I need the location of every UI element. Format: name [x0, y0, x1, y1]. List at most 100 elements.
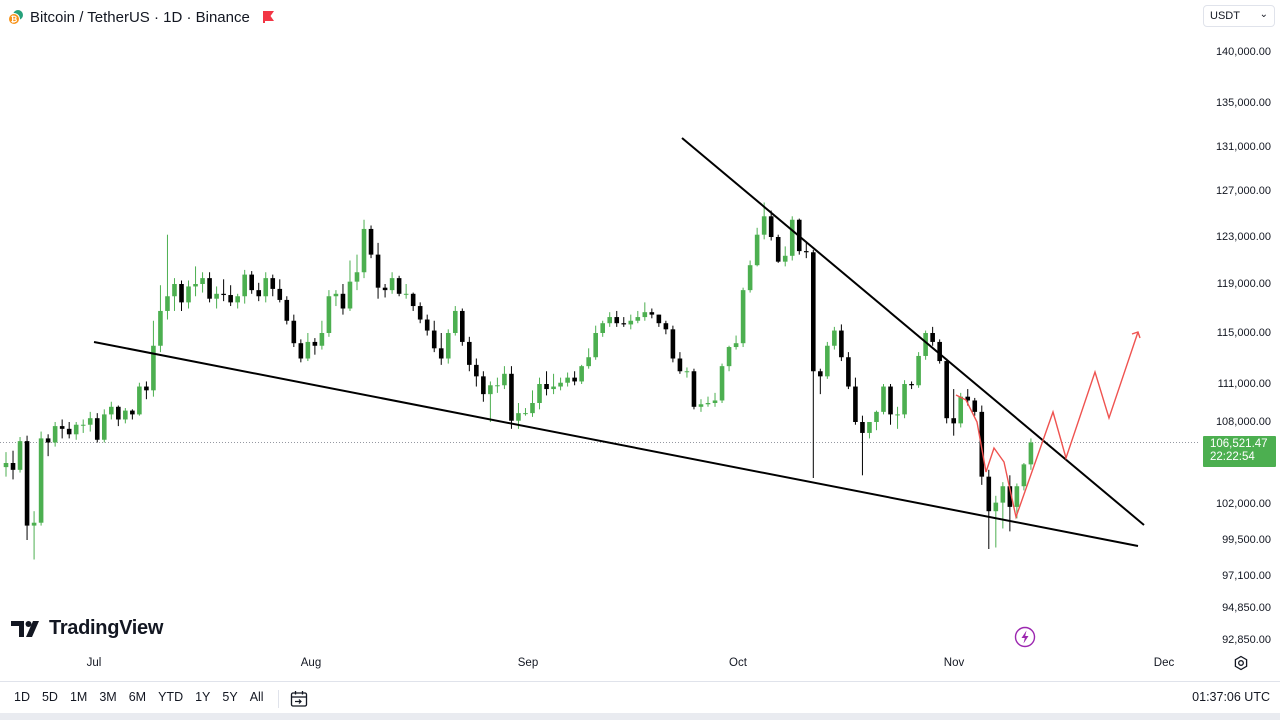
candle-body	[417, 306, 423, 320]
gear-icon[interactable]	[1233, 655, 1249, 671]
range-button-1m[interactable]: 1M	[69, 690, 88, 704]
candle-body	[389, 278, 395, 291]
price-tick-label: 94,850.00	[1222, 602, 1271, 614]
price-axis[interactable]: 140,000.00 135,000.00 131,000.00 127,000.00…	[1200, 30, 1280, 655]
candle-body	[1028, 442, 1034, 465]
projection-arrowhead	[1131, 331, 1141, 339]
time-tick-label: Jul	[86, 657, 102, 669]
svg-text:₿: ₿	[11, 15, 18, 24]
candle-body	[951, 418, 956, 424]
calendar-goto-icon[interactable]	[289, 689, 309, 709]
candle-body	[59, 426, 65, 429]
candle-body	[200, 278, 205, 284]
candle-body	[368, 228, 374, 255]
candlestick-chart[interactable]	[0, 0, 1200, 655]
candle-body	[172, 284, 177, 297]
range-button-3m[interactable]: 3M	[99, 690, 117, 704]
candle-body	[656, 314, 662, 324]
candle-body	[109, 406, 114, 415]
tradingview-logo[interactable]: TradingView	[11, 617, 163, 640]
candle-body	[277, 288, 283, 300]
chevron-down-icon: ⌄	[1259, 9, 1268, 20]
candle-body	[726, 347, 732, 367]
candle-body	[333, 293, 339, 297]
candle-body	[993, 502, 999, 512]
candle-body	[474, 364, 479, 377]
candle-body	[424, 319, 430, 331]
time-axis[interactable]: Jul Aug Sep Oct Nov Dec	[0, 653, 1200, 673]
range-button-ytd[interactable]: YTD	[158, 690, 184, 704]
candle-body	[895, 414, 900, 416]
candle-body	[691, 371, 697, 407]
lightning-icon[interactable]	[1014, 626, 1036, 648]
candle-body	[677, 358, 683, 372]
projection-path	[955, 331, 1139, 520]
candle-body	[354, 272, 360, 282]
candle-body	[965, 396, 971, 401]
candle-body	[832, 330, 837, 346]
candle-body	[452, 310, 458, 333]
candle-body	[165, 296, 170, 311]
bitcoin-tether-icon: ₿	[8, 10, 23, 25]
candle-body	[958, 396, 964, 424]
price-tick-label: 131,000.00	[1215, 141, 1271, 153]
candle-body	[1021, 464, 1027, 487]
candle-body	[853, 386, 858, 422]
candle-body	[586, 357, 591, 367]
candle-body	[523, 413, 528, 415]
candle-body	[607, 317, 613, 324]
price-tick-label: 123,000.00	[1215, 231, 1271, 243]
candle-body	[179, 284, 184, 303]
candle-body	[670, 329, 676, 359]
candle-body	[530, 403, 535, 414]
candle-body	[551, 386, 556, 390]
flag-icon[interactable]	[262, 11, 275, 23]
candle-body	[663, 323, 669, 330]
candle-body	[66, 428, 72, 435]
candle-body	[614, 317, 620, 324]
candle-body	[537, 384, 542, 403]
candle-body	[867, 422, 872, 433]
candle-body	[347, 281, 353, 309]
candle-body	[207, 278, 212, 299]
candle-body	[649, 312, 655, 315]
range-button-all[interactable]: All	[249, 690, 264, 704]
candle-body	[719, 366, 725, 401]
candle-body	[888, 386, 893, 415]
candle-body	[635, 317, 641, 321]
candle-body	[382, 287, 388, 291]
price-tick-label: 135,000.00	[1215, 97, 1271, 109]
utc-clock[interactable]: 01:37:06 UTC	[1192, 690, 1270, 704]
candle-body	[326, 296, 332, 333]
candle-body	[881, 386, 886, 412]
range-button-5d[interactable]: 5D	[41, 690, 58, 704]
candle-body	[628, 320, 634, 325]
candle-body	[87, 418, 93, 425]
candle-body	[916, 355, 921, 386]
candle-body	[263, 278, 269, 297]
candle-body	[340, 293, 346, 309]
range-button-5y[interactable]: 5Y	[222, 690, 238, 704]
symbol-title[interactable]: Bitcoin / TetherUS · 1D · Binance	[30, 8, 250, 26]
candle-body	[101, 414, 107, 440]
candle-body	[516, 413, 521, 421]
candle-body	[3, 463, 9, 468]
bottom-toolbar: 1D 5D 1M 3M 6M YTD 1Y 5Y All 01:37:06 UTC	[0, 681, 1280, 714]
candle-body	[986, 476, 992, 512]
candle-body	[10, 463, 16, 470]
range-button-1d[interactable]: 1D	[14, 690, 30, 704]
symbol-header[interactable]: ₿ Bitcoin / TetherUS · 1D · Binance	[8, 6, 275, 28]
candle-body	[445, 333, 451, 359]
range-button-1y[interactable]: 1Y	[195, 690, 211, 704]
candle-body	[811, 252, 816, 372]
candle-body	[291, 320, 297, 344]
range-button-6m[interactable]: 6M	[128, 690, 147, 704]
price-tick-label: 111,000.00	[1217, 378, 1271, 390]
candle-body	[839, 330, 844, 358]
candle-body	[186, 286, 191, 303]
candle-body	[158, 310, 163, 346]
candle-body	[860, 422, 865, 433]
currency-select[interactable]: USDT ⌄	[1203, 5, 1275, 27]
price-tick-label: 140,000.00	[1215, 46, 1271, 58]
candle-body	[214, 293, 219, 299]
